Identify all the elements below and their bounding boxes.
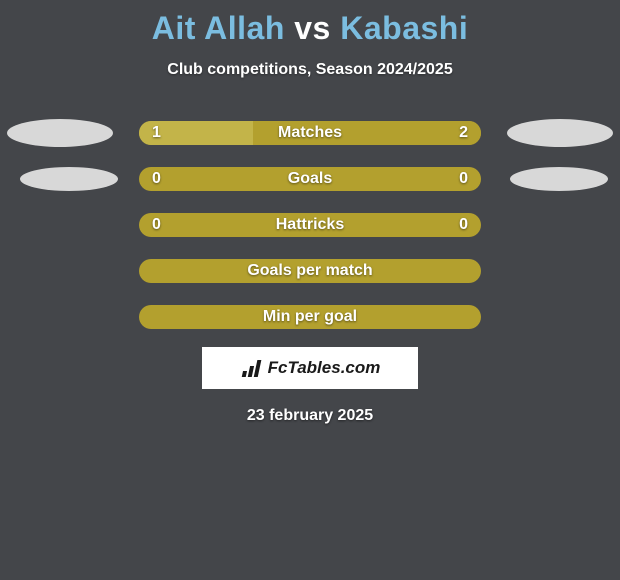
bar-left-fill [139, 121, 253, 145]
date-label: 23 february 2025 [0, 407, 620, 425]
vs-word: vs [294, 10, 331, 46]
page-title: Ait Allah vs Kabashi [0, 0, 620, 47]
bar-right-fill [253, 121, 481, 145]
comparison-infographic: Ait Allah vs Kabashi Club competitions, … [0, 0, 620, 580]
bar-track [139, 305, 481, 329]
stat-row: Min per goal [0, 305, 620, 329]
brand-logo: FcTables.com [202, 347, 418, 389]
player2-name: Kabashi [340, 10, 468, 46]
subtitle: Club competitions, Season 2024/2025 [0, 61, 620, 79]
bar-track [139, 121, 481, 145]
team-ellipse-icon [7, 119, 113, 147]
stat-row: Matches12 [0, 121, 620, 145]
team-ellipse-icon [20, 167, 118, 191]
team-ellipse-icon [507, 119, 613, 147]
stat-row: Hattricks00 [0, 213, 620, 237]
stat-row: Goals00 [0, 167, 620, 191]
stat-row: Goals per match [0, 259, 620, 283]
bar-track [139, 167, 481, 191]
stats-container: Matches12 Goals00 Hattricks00 Goals per mat… [0, 121, 620, 329]
bar-track [139, 259, 481, 283]
bar-chart-icon [240, 357, 266, 379]
brand-text: FcTables.com [268, 358, 381, 378]
player1-name: Ait Allah [152, 10, 285, 46]
team-ellipse-icon [510, 167, 608, 191]
bar-track [139, 213, 481, 237]
